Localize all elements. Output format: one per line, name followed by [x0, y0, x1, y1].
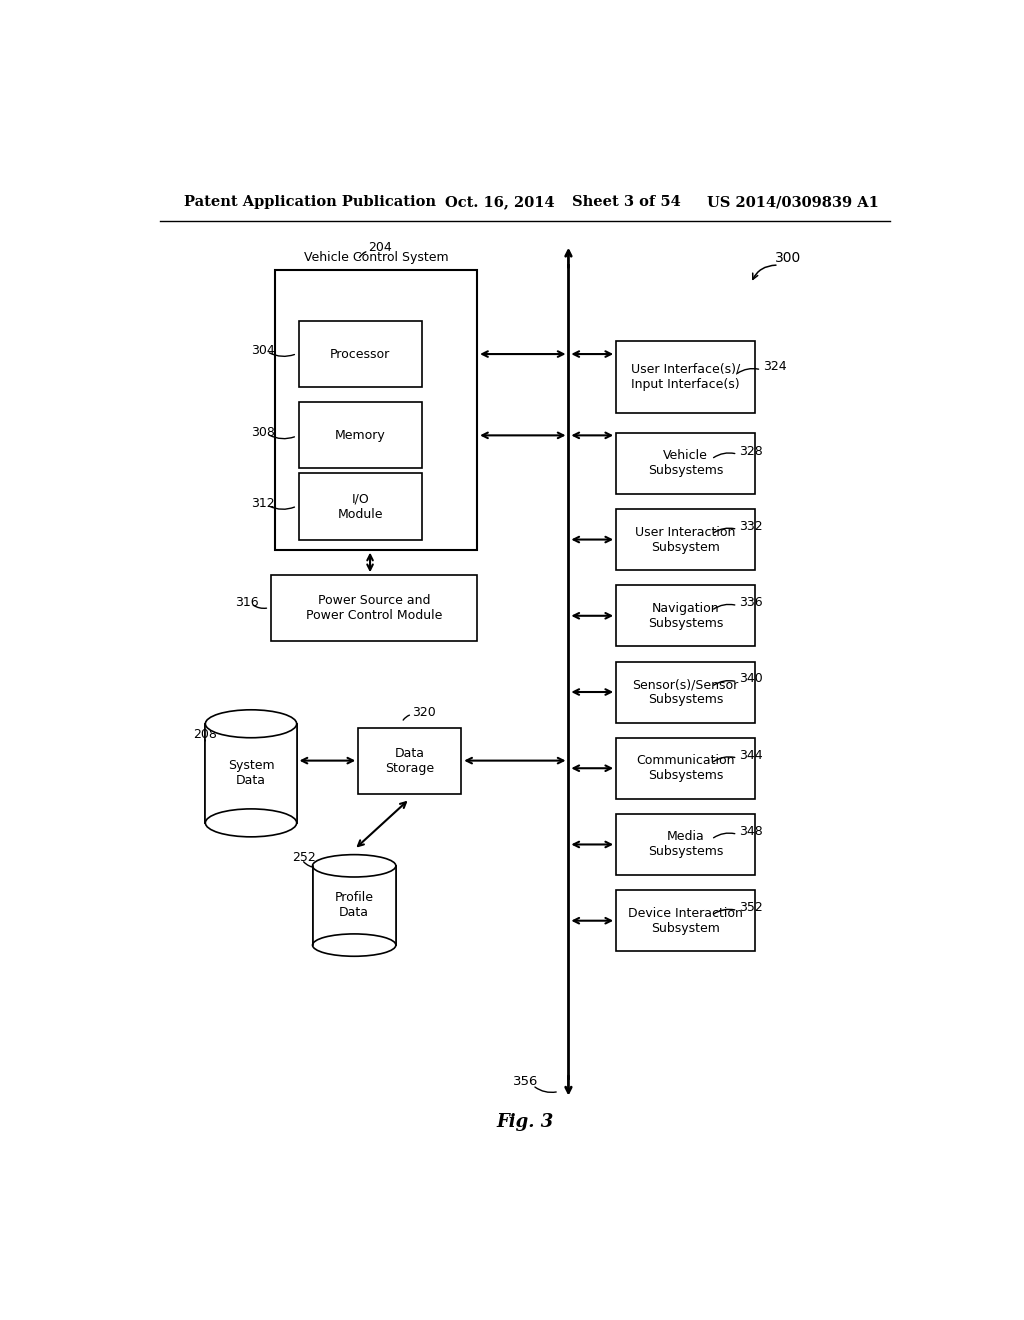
FancyBboxPatch shape — [206, 723, 297, 822]
FancyBboxPatch shape — [616, 814, 755, 875]
Text: Power Source and
Power Control Module: Power Source and Power Control Module — [306, 594, 442, 622]
Text: 344: 344 — [739, 748, 763, 762]
Text: 304: 304 — [251, 345, 274, 356]
Text: Processor: Processor — [330, 347, 390, 360]
FancyBboxPatch shape — [616, 890, 755, 952]
Text: System
Data: System Data — [227, 759, 274, 787]
FancyBboxPatch shape — [274, 271, 477, 549]
Text: I/O
Module: I/O Module — [337, 492, 383, 520]
FancyBboxPatch shape — [616, 661, 755, 722]
Text: 352: 352 — [739, 902, 763, 913]
Text: 340: 340 — [739, 672, 763, 685]
Text: Media
Subsystems: Media Subsystems — [648, 830, 723, 858]
Text: User Interaction
Subsystem: User Interaction Subsystem — [635, 525, 735, 553]
Text: 348: 348 — [739, 825, 763, 838]
FancyBboxPatch shape — [616, 738, 755, 799]
Text: 208: 208 — [194, 729, 217, 742]
Ellipse shape — [312, 935, 396, 956]
FancyBboxPatch shape — [299, 321, 422, 387]
Text: User Interface(s)/
Input Interface(s): User Interface(s)/ Input Interface(s) — [631, 363, 740, 391]
Text: Oct. 16, 2014: Oct. 16, 2014 — [445, 195, 555, 209]
Text: 356: 356 — [513, 1076, 539, 1089]
Text: Data
Storage: Data Storage — [385, 747, 434, 775]
Text: 324: 324 — [763, 360, 786, 374]
FancyBboxPatch shape — [312, 866, 396, 945]
Text: 308: 308 — [251, 426, 274, 440]
Text: 300: 300 — [775, 251, 801, 265]
Text: 316: 316 — [236, 597, 259, 609]
Text: Navigation
Subsystems: Navigation Subsystems — [648, 602, 723, 630]
Text: 204: 204 — [369, 242, 392, 255]
Text: Profile
Data: Profile Data — [335, 891, 374, 920]
Text: 252: 252 — [292, 851, 316, 865]
Text: Memory: Memory — [335, 429, 385, 442]
Text: Device Interaction
Subsystem: Device Interaction Subsystem — [628, 907, 743, 935]
FancyBboxPatch shape — [358, 727, 461, 793]
Text: 320: 320 — [412, 706, 436, 719]
Ellipse shape — [206, 710, 297, 738]
FancyBboxPatch shape — [299, 474, 422, 540]
Text: Sensor(s)/Sensor
Subsystems: Sensor(s)/Sensor Subsystems — [633, 678, 738, 706]
FancyBboxPatch shape — [616, 433, 755, 494]
FancyBboxPatch shape — [616, 510, 755, 570]
FancyBboxPatch shape — [616, 342, 755, 412]
Text: Sheet 3 of 54: Sheet 3 of 54 — [572, 195, 681, 209]
FancyBboxPatch shape — [270, 576, 477, 642]
Text: Communication
Subsystems: Communication Subsystems — [636, 754, 735, 783]
Text: 312: 312 — [251, 498, 274, 511]
Ellipse shape — [312, 854, 396, 876]
Text: 336: 336 — [739, 597, 763, 609]
Text: Fig. 3: Fig. 3 — [497, 1113, 553, 1131]
FancyBboxPatch shape — [616, 585, 755, 647]
Text: Vehicle
Subsystems: Vehicle Subsystems — [648, 449, 723, 478]
Text: 328: 328 — [739, 445, 763, 458]
Text: Patent Application Publication: Patent Application Publication — [183, 195, 435, 209]
FancyBboxPatch shape — [299, 403, 422, 469]
Text: Vehicle Control System: Vehicle Control System — [304, 251, 449, 264]
Text: 332: 332 — [739, 520, 763, 533]
Ellipse shape — [206, 809, 297, 837]
Text: US 2014/0309839 A1: US 2014/0309839 A1 — [708, 195, 880, 209]
